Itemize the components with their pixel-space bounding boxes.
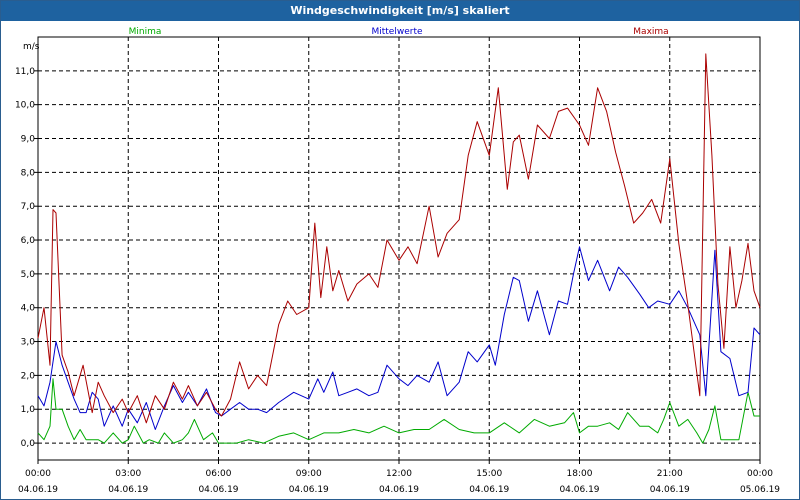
y-tick-label: 10,0 — [15, 101, 35, 111]
y-tick-label: 2,0 — [21, 371, 36, 381]
legend-maxima: Maxima — [633, 27, 668, 37]
grid — [34, 37, 761, 464]
y-axis-label: m/s — [23, 42, 40, 52]
y-tick-label: 8,0 — [21, 168, 36, 178]
x-tick-time: 00:00 — [747, 469, 773, 479]
x-tick-date: 04.06.19 — [289, 485, 329, 495]
y-tick-label: 4,0 — [21, 304, 36, 314]
series-line-maxima — [37, 53, 761, 424]
x-tick-date: 04.06.19 — [650, 485, 690, 495]
x-tick-date: 04.06.19 — [379, 485, 419, 495]
legend-minima: Minima — [129, 27, 162, 37]
legend: Minima Mittelwerte Maxima — [129, 27, 669, 37]
x-tick-time: 18:00 — [567, 469, 593, 479]
x-tick-date: 04.06.19 — [559, 485, 599, 495]
x-tick-date: 04.06.19 — [108, 485, 148, 495]
series-line-minima — [37, 378, 760, 444]
y-tick-label: 1,0 — [21, 405, 36, 415]
x-tick-time: 09:00 — [296, 469, 322, 479]
x-tick-time: 06:00 — [206, 469, 232, 479]
x-tick-date: 05.06.19 — [740, 485, 780, 495]
x-tick-time: 00:00 — [25, 469, 51, 479]
series-line-mittelwerte — [37, 246, 761, 430]
x-tick-date: 04.06.19 — [469, 485, 509, 495]
y-tick-label: 9,0 — [21, 135, 36, 145]
x-tick-time: 03:00 — [115, 469, 141, 479]
y-tick-label: 3,0 — [21, 338, 36, 348]
y-tick-label: 11,0 — [15, 67, 35, 77]
legend-mittelwerte: Mittelwerte — [371, 27, 422, 37]
window-title: Windgeschwindigkeit [m/s] skaliert — [1, 1, 799, 21]
x-tick-time: 15:00 — [476, 469, 502, 479]
x-tick-date: 04.06.19 — [198, 485, 238, 495]
x-tick-date: 04.06.19 — [18, 485, 58, 495]
y-tick-label: 6,0 — [21, 236, 36, 246]
x-tick-time: 21:00 — [657, 469, 683, 479]
y-tick-label: 5,0 — [21, 270, 36, 280]
y-tick-label: 7,0 — [21, 202, 36, 212]
y-tick-label: 0,0 — [21, 439, 36, 449]
axes-labels: m/s 0,0 1,0 2,0 3,0 4,0 5,0 6,0 7,0 8,0 9,0 10,0 11… — [15, 42, 780, 495]
x-tick-time: 12:00 — [386, 469, 412, 479]
series-layer — [37, 53, 761, 444]
